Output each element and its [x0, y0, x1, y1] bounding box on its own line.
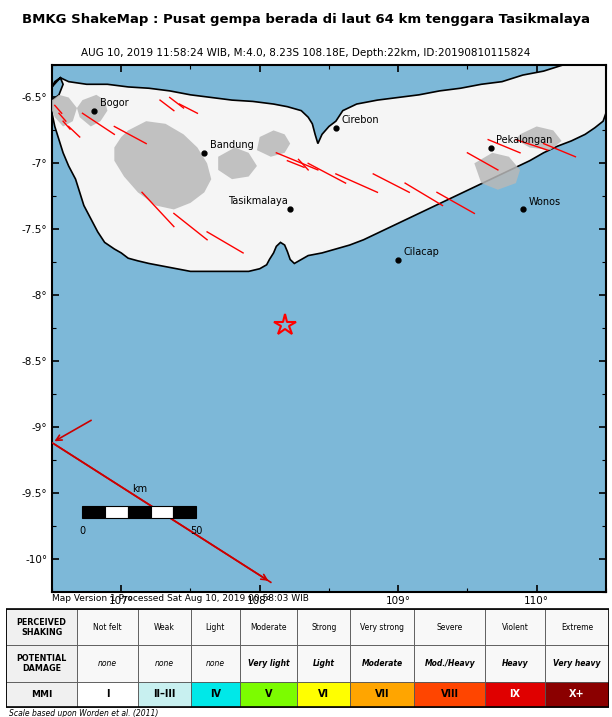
Text: IX: IX [510, 689, 521, 699]
Text: I: I [106, 689, 110, 699]
Bar [191, 645, 240, 682]
Bar [350, 645, 414, 682]
Bar [77, 645, 138, 682]
Text: Scale based upon Worden et al. (2011): Scale based upon Worden et al. (2011) [9, 709, 159, 717]
Text: V: V [265, 689, 272, 699]
Bar [191, 609, 240, 645]
Polygon shape [114, 121, 211, 209]
Text: Moderate: Moderate [362, 659, 403, 668]
Text: Light: Light [313, 659, 335, 668]
Bar [485, 609, 545, 645]
Polygon shape [474, 153, 520, 190]
Bar [138, 645, 191, 682]
Bar [545, 609, 609, 645]
Bar [138, 609, 191, 645]
Text: Mod./Heavy: Mod./Heavy [425, 659, 475, 668]
Text: none: none [98, 659, 118, 668]
Text: II–III: II–III [153, 689, 176, 699]
Text: Very strong: Very strong [360, 623, 405, 632]
Text: Light: Light [206, 623, 225, 632]
Bar [77, 609, 138, 645]
Text: none: none [206, 659, 225, 668]
Bar [350, 609, 414, 645]
Text: MMI: MMI [31, 690, 53, 698]
Text: X+: X+ [569, 689, 584, 699]
Bar [77, 682, 138, 707]
Text: Cilacap: Cilacap [404, 247, 439, 257]
Text: IV: IV [210, 689, 221, 699]
Text: Violent: Violent [502, 623, 529, 632]
Bar [173, 506, 196, 518]
Bar [240, 609, 297, 645]
Text: PERCEIVED
SHAKING: PERCEIVED SHAKING [17, 617, 67, 637]
Bar [545, 645, 609, 682]
Bar [105, 506, 128, 518]
Bar [297, 682, 350, 707]
Text: Bandung: Bandung [210, 140, 253, 150]
Text: Weak: Weak [154, 623, 175, 632]
Bar [83, 506, 105, 518]
Polygon shape [52, 65, 606, 271]
Polygon shape [52, 95, 77, 126]
Text: Not felt: Not felt [94, 623, 122, 632]
Bar [151, 506, 173, 518]
Bar [138, 682, 191, 707]
Polygon shape [516, 126, 562, 150]
Text: km: km [132, 484, 147, 494]
Text: Strong: Strong [311, 623, 337, 632]
Bar [414, 682, 485, 707]
Bar [485, 645, 545, 682]
Bar [350, 682, 414, 707]
Text: 50: 50 [190, 526, 202, 536]
Text: Extreme: Extreme [561, 623, 593, 632]
Bar [191, 682, 240, 707]
Text: Very heavy: Very heavy [553, 659, 600, 668]
Bar [545, 682, 609, 707]
Text: Moderate: Moderate [250, 623, 287, 632]
Bar [485, 682, 545, 707]
Text: Wonos: Wonos [528, 197, 561, 206]
Text: Severe: Severe [437, 623, 463, 632]
Text: none: none [155, 659, 174, 668]
Polygon shape [257, 130, 290, 157]
Bar [128, 506, 151, 518]
Bar [6, 609, 609, 707]
Text: POTENTIAL
DAMAGE: POTENTIAL DAMAGE [17, 654, 67, 673]
Bar [414, 645, 485, 682]
Text: VIII: VIII [441, 689, 459, 699]
Bar [297, 609, 350, 645]
Text: Pekalongan: Pekalongan [496, 135, 553, 145]
Bar [6, 682, 77, 707]
Text: AUG 10, 2019 11:58:24 WIB, M:4.0, 8.23S 108.18E, Depth:22km, ID:20190810115824: AUG 10, 2019 11:58:24 WIB, M:4.0, 8.23S … [81, 49, 531, 58]
Bar [240, 645, 297, 682]
Text: Bogor: Bogor [100, 98, 129, 108]
Text: Tasikmalaya: Tasikmalaya [228, 196, 288, 206]
Text: 0: 0 [80, 526, 86, 536]
Text: Very light: Very light [248, 659, 289, 668]
Bar [297, 645, 350, 682]
Text: BMKG ShakeMap : Pusat gempa berada di laut 64 km tenggara Tasikmalaya: BMKG ShakeMap : Pusat gempa berada di la… [22, 13, 590, 26]
Bar [6, 609, 77, 645]
Text: VII: VII [375, 689, 389, 699]
Polygon shape [77, 95, 108, 126]
Bar [6, 645, 77, 682]
Text: Heavy: Heavy [502, 659, 528, 668]
Bar [240, 682, 297, 707]
Bar [414, 609, 485, 645]
Polygon shape [218, 148, 257, 179]
Text: VI: VI [318, 689, 329, 699]
Text: Cirebon: Cirebon [341, 115, 379, 125]
Text: Map Version 1 Processed Sat Aug 10, 2019 00:58:03 WIB: Map Version 1 Processed Sat Aug 10, 2019… [52, 594, 309, 603]
